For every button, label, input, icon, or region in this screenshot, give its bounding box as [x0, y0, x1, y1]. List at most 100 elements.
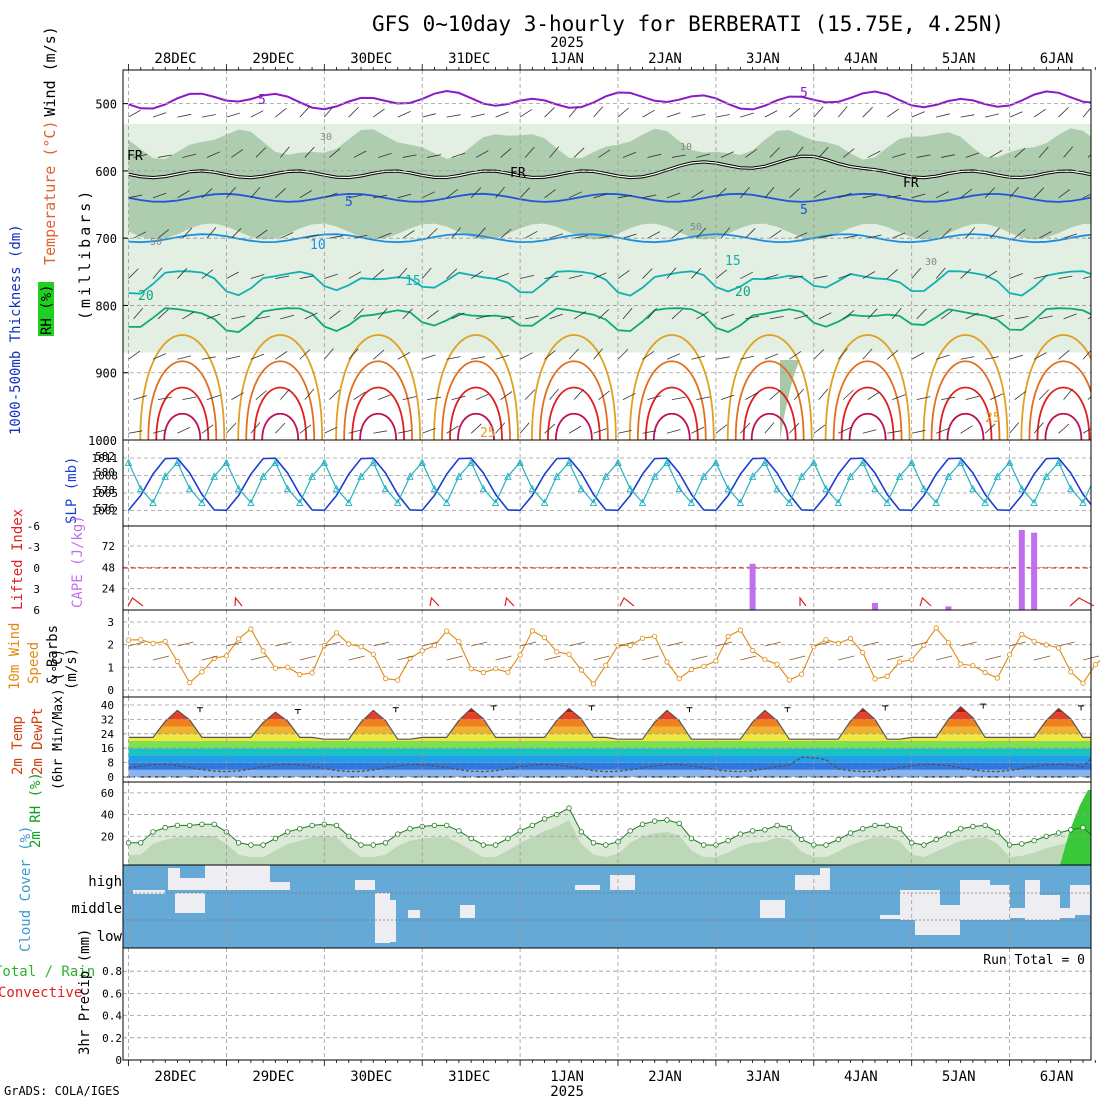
- temp-contour-warm-loop: [726, 334, 813, 440]
- wind-barb: [984, 423, 996, 434]
- rh-marker: [382, 840, 389, 846]
- temp-contour-warm-loop: [652, 413, 691, 440]
- wind-barb: [740, 422, 751, 434]
- slp-marker: [296, 498, 304, 507]
- slp-marker: [198, 498, 206, 507]
- rh-ylabel: 2m RH (%): [28, 772, 44, 848]
- wind-barb: [794, 232, 808, 239]
- wind-barb: [1009, 186, 1019, 199]
- wind-barb: [373, 108, 385, 118]
- wind-barb: [231, 315, 246, 320]
- wind-barb: [250, 422, 261, 434]
- wind-barb: [182, 227, 193, 239]
- wind-barb: [177, 190, 190, 199]
- cloud-clear-block: [960, 880, 990, 920]
- rh-marker: [921, 842, 927, 848]
- wind-barb: [911, 429, 926, 434]
- date-label-bottom: 31DEC: [448, 1069, 490, 1085]
- wind-barb: [201, 188, 213, 199]
- wind-speed-marker: [370, 651, 376, 657]
- wind-barb: [451, 312, 465, 320]
- wind-barb: [495, 354, 510, 360]
- temp-contour-warm-loop: [351, 386, 405, 440]
- wind-barb: [304, 234, 319, 239]
- thickness-slp-plot: [124, 457, 1091, 512]
- minmax-ylabel: (6hr Min/Max) (°C): [51, 649, 66, 790]
- wind-barb: [573, 389, 584, 400]
- run-total-label: Run Total = 0: [983, 953, 1085, 968]
- slp-marker: [455, 472, 463, 480]
- wind-tick-label: 3: [107, 616, 114, 629]
- wind-barb: [941, 154, 955, 158]
- wind-barb: [593, 428, 607, 434]
- slp-marker: [956, 458, 965, 466]
- wind-speed-marker: [749, 647, 756, 654]
- wind-barb: [182, 396, 197, 401]
- wind-barb: [769, 147, 780, 158]
- temp-contour-warm-loop: [832, 360, 903, 440]
- temp-contour-warm-loop: [628, 334, 715, 440]
- wind-barb: [617, 107, 629, 118]
- wind-barb: [353, 150, 367, 158]
- wind-barb: [1038, 231, 1052, 239]
- slp-marker: [663, 458, 671, 466]
- wind-barb: [764, 353, 778, 360]
- wind-barb: [647, 308, 658, 320]
- wind-barb: [299, 349, 311, 360]
- wind-barb: [960, 356, 975, 360]
- temp-contour-warm-loop: [938, 386, 993, 440]
- temp-contour-label: 5: [800, 203, 808, 218]
- temp-contour-warm-loop: [644, 386, 699, 440]
- temp-color-band: [128, 762, 1091, 770]
- slp-marker: [834, 498, 843, 507]
- temp-contour-warm-loop: [636, 360, 707, 440]
- wind-barb: [329, 310, 341, 320]
- wind-barb: [1087, 237, 1091, 239]
- wind-barb: [426, 228, 438, 239]
- wind-barb: [666, 192, 681, 199]
- wind-barb: [520, 641, 537, 647]
- temp-contour-label: 20: [138, 289, 154, 304]
- wind-barb: [867, 391, 880, 400]
- wind-barb: [422, 428, 436, 434]
- slp-tick-label: 1008: [92, 470, 119, 483]
- slp-marker: [589, 498, 598, 507]
- freezing-label: FR: [903, 176, 919, 191]
- cloud-clear-block: [880, 915, 900, 919]
- panel-frame: [122, 609, 1092, 698]
- wind-barb: [843, 389, 854, 400]
- wind-barb: [598, 390, 610, 400]
- lifted-tick-label: 3: [33, 583, 40, 596]
- rh-marker: [395, 831, 401, 837]
- rh-marker: [468, 835, 474, 842]
- rh-marker: [260, 842, 266, 848]
- precip-panel: 0.8 0.6 0.4 0.2 0 Run Total = 0 Total / Rain Co…: [0, 929, 1092, 1067]
- wind-speed-marker: [272, 665, 278, 671]
- rh-area-high: [1060, 790, 1091, 865]
- wind-barb: [544, 107, 555, 118]
- freezing-label: FR: [510, 166, 526, 181]
- wind-barb: [451, 227, 462, 239]
- temp-contour-label: 25: [985, 411, 1001, 426]
- wind-barb: [471, 356, 485, 360]
- wind-barb: [843, 235, 858, 239]
- cloud-clear-block: [610, 875, 635, 890]
- rh-marker: [235, 840, 242, 846]
- wind-barb: [152, 353, 166, 360]
- wind-speed-marker: [688, 666, 695, 673]
- wind-barb: [177, 641, 194, 647]
- wind10m-panel: 3 2 1 0 10m Wind Speed & Barbs (m/s): [7, 609, 1100, 698]
- wind-speed-marker: [835, 640, 841, 647]
- rh-marker: [1068, 827, 1074, 833]
- date-label-bottom: 28DEC: [154, 1069, 196, 1085]
- wind-barb: [813, 190, 827, 199]
- wind-barb: [378, 232, 392, 239]
- wind-barb: [813, 641, 830, 647]
- wind-barb: [128, 641, 145, 647]
- thickness-slp-panel: 582 580 578 576 1011 1008 1005 1002 1000-500mb T…: [8, 224, 1092, 527]
- slp-marker: [161, 472, 169, 480]
- rh-marker: [431, 822, 438, 829]
- wind-barb: [862, 348, 873, 360]
- rh-tick-label: 20: [101, 830, 114, 843]
- slp-marker: [675, 484, 683, 493]
